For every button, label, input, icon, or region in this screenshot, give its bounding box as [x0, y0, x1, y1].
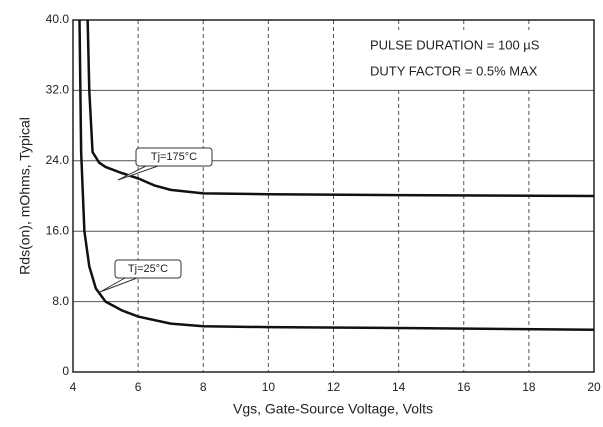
callout-box — [135, 147, 213, 167]
annotation: Tj=175°C — [151, 151, 197, 163]
x-tick-label: 12 — [327, 380, 341, 394]
x-tick-label: 4 — [70, 380, 77, 394]
y-tick-label: 24.0 — [46, 153, 70, 167]
y-tick-label: 8.0 — [52, 294, 69, 308]
x-tick-label: 10 — [262, 380, 276, 394]
info-box — [362, 30, 590, 88]
y-tick-label: 16.0 — [46, 223, 70, 237]
x-axis-label: Vgs, Gate-Source Voltage, Volts — [233, 401, 433, 417]
annotation: Tj=25°C — [128, 263, 168, 275]
y-axis-label: Rds(on), mOhms, Typical — [17, 117, 33, 275]
x-tick-label: 14 — [392, 380, 406, 394]
annotation: PULSE DURATION = 100 µS — [370, 37, 540, 52]
x-tick-label: 8 — [200, 380, 207, 394]
callout-pointer — [99, 277, 138, 293]
y-tick-label: 32.0 — [46, 83, 70, 97]
y-tick-label: 40.0 — [46, 12, 70, 26]
y-tick-label: 0 — [62, 364, 69, 378]
x-tick-label: 20 — [587, 380, 601, 394]
x-tick-label: 16 — [457, 380, 471, 394]
x-tick-label: 18 — [522, 380, 536, 394]
line-series — [78, 19, 595, 332]
annotation: DUTY FACTOR = 0.5% MAX — [370, 63, 538, 78]
callout-pointer — [117, 165, 159, 181]
callout-box — [114, 259, 182, 279]
x-tick-label: 6 — [135, 380, 142, 394]
line-series — [86, 19, 595, 198]
